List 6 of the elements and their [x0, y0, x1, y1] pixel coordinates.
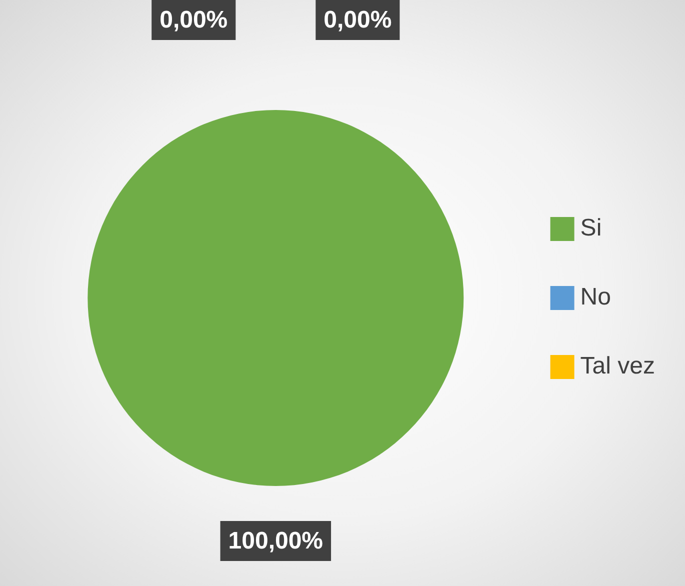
legend-label: Tal vez	[580, 352, 656, 380]
text: 0,00%	[324, 6, 392, 34]
legend-label: No	[580, 284, 611, 311]
legend-label: Si	[580, 214, 602, 242]
data-label: 100,00%	[228, 528, 324, 555]
text: 0,00%	[160, 6, 228, 34]
